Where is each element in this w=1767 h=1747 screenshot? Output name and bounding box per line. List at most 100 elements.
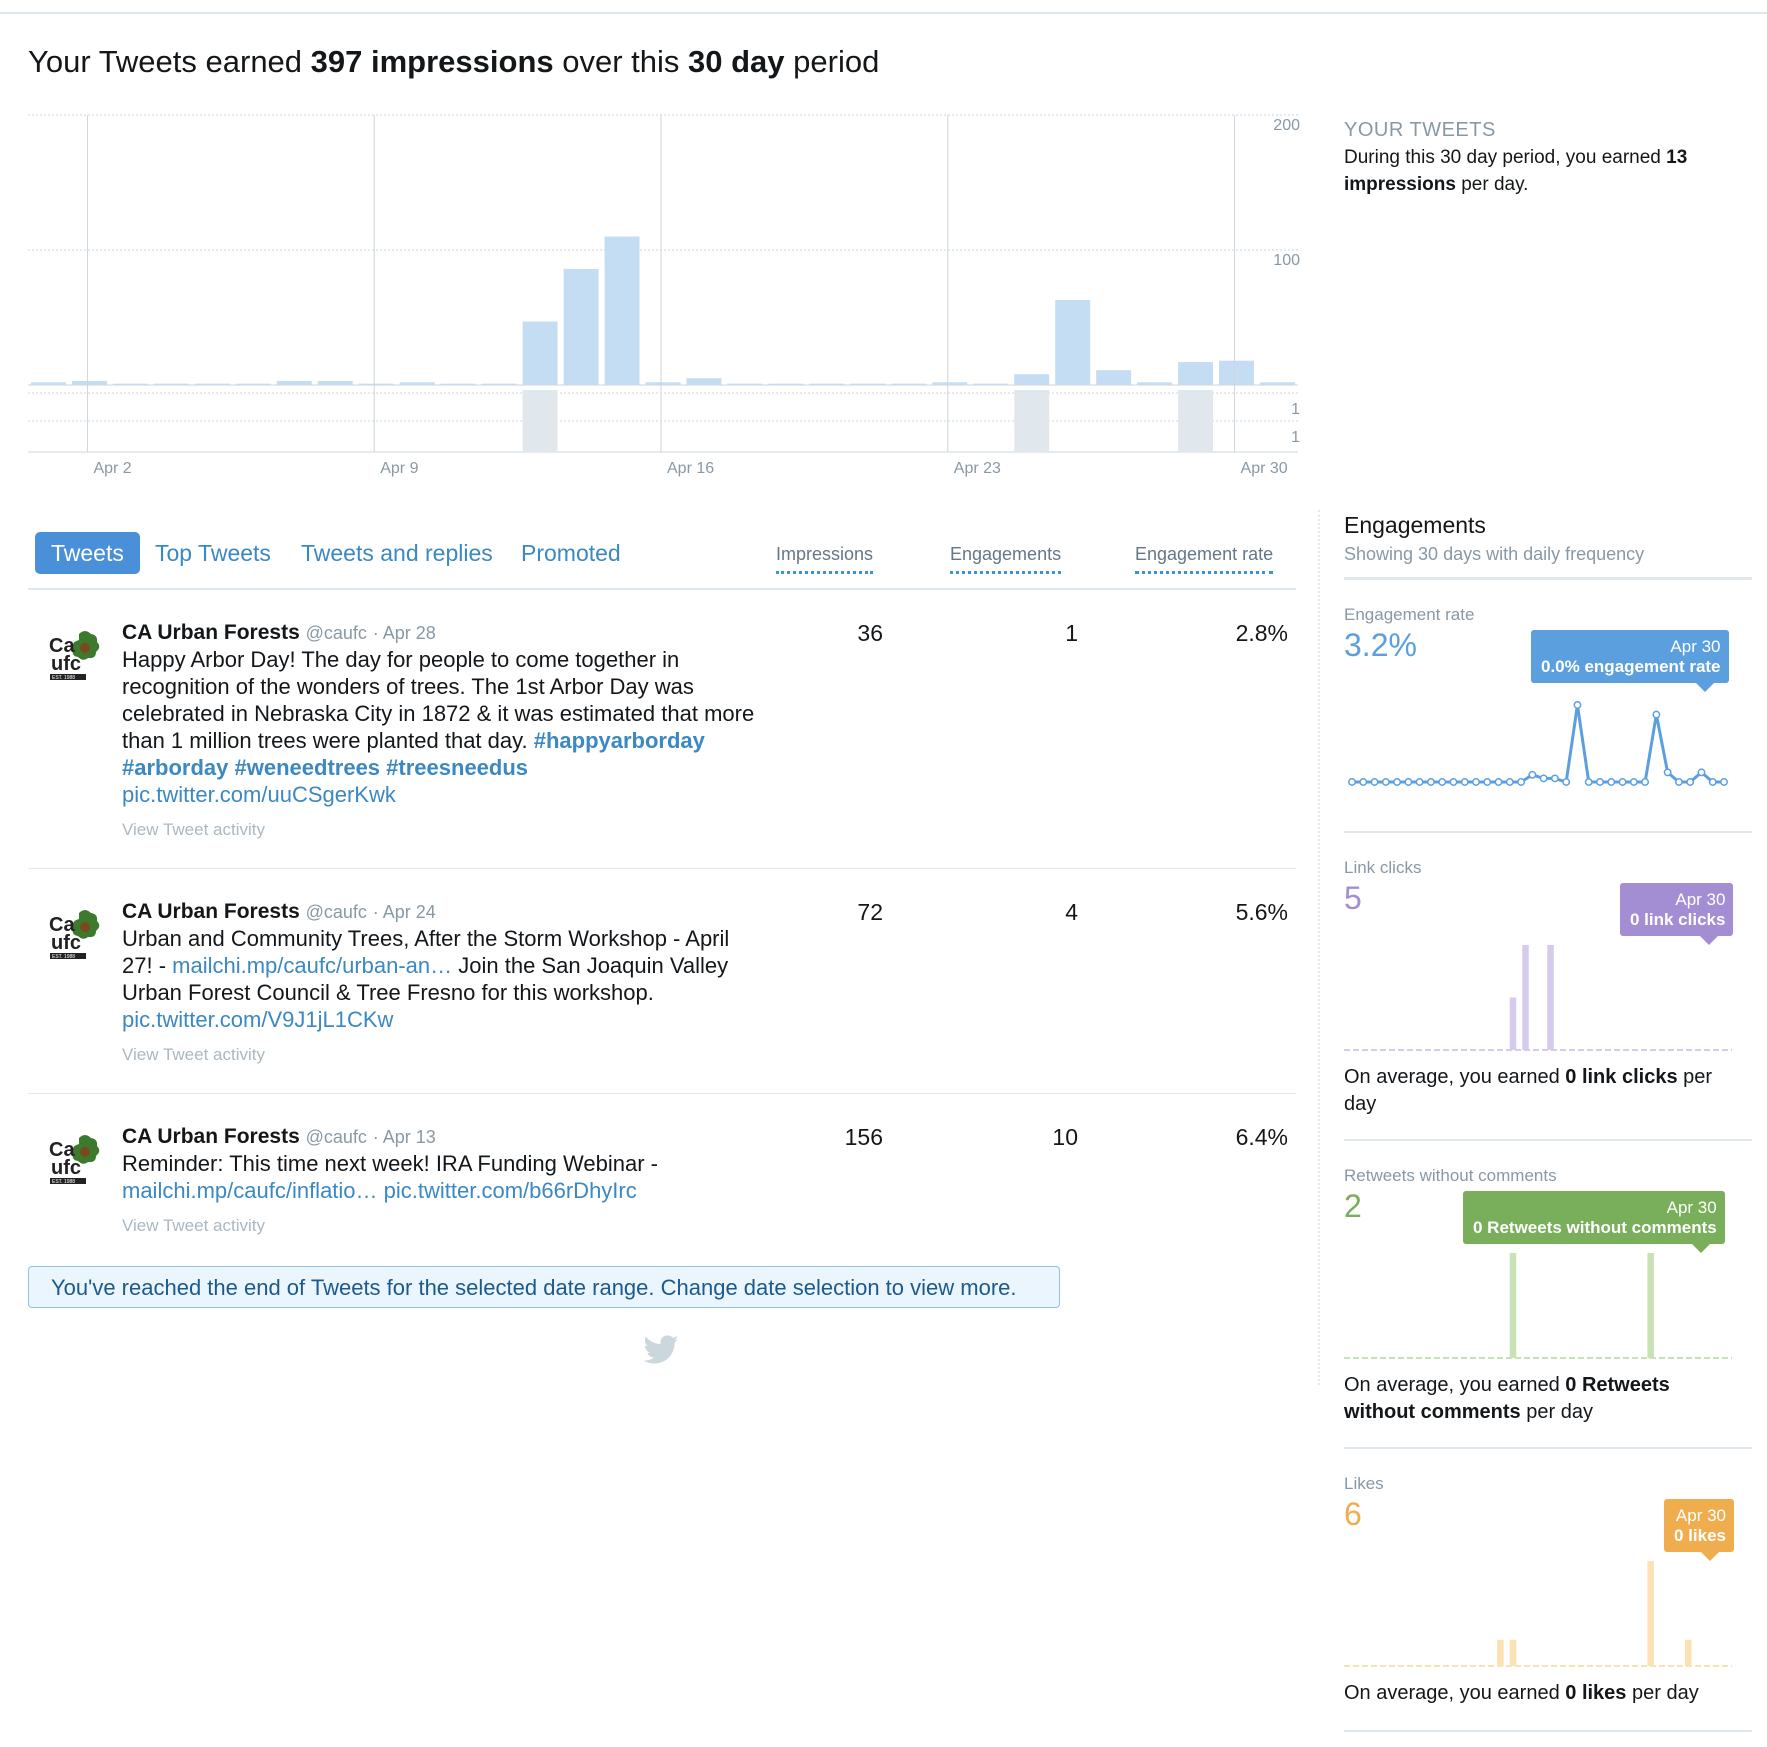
engagements-bar xyxy=(563,451,599,452)
author-name[interactable]: CA Urban Forests xyxy=(122,1125,300,1148)
caufc-avatar[interactable]: Ca ufc EST. 1988 xyxy=(47,1132,101,1186)
impressions-bar xyxy=(809,383,845,385)
impressions-bar xyxy=(1096,370,1132,385)
author-name[interactable]: CA Urban Forests xyxy=(122,900,300,923)
impressions-bar xyxy=(932,382,968,385)
media-link[interactable]: pic.twitter.com/V9J1jL1CKw xyxy=(122,1007,394,1032)
end-of-tweets-notice: You've reached the end of Tweets for the… xyxy=(28,1266,1060,1308)
your-tweets-caption: YOUR TWEETS xyxy=(1344,119,1496,141)
likes-bars[interactable] xyxy=(1344,1556,1732,1668)
view-tweet-activity-link[interactable]: View Tweet activity xyxy=(122,1216,265,1235)
column-impressions[interactable]: Impressions xyxy=(776,544,874,574)
engagement-rate-point xyxy=(1483,778,1492,786)
article-link[interactable]: mailchi.mp/caufc/urban-an… xyxy=(172,953,453,978)
engagements-bar xyxy=(727,451,763,452)
caufc-avatar[interactable]: Ca ufc EST. 1988 xyxy=(47,907,101,961)
x-tick-label: Apr 23 xyxy=(954,460,1001,477)
impressions-bar xyxy=(71,380,107,385)
impressions-bar xyxy=(1260,382,1295,385)
tweet-date[interactable]: · Apr 24 xyxy=(372,902,436,922)
lower-tick-label: 1 xyxy=(1291,401,1300,418)
engagements-bar xyxy=(1260,451,1295,452)
avatar-ca-text: Ca xyxy=(49,635,75,657)
engagement-rate-label: Engagement rate xyxy=(1344,605,1475,624)
engagement-rate-point xyxy=(1348,778,1356,786)
view-tweet-activity-link[interactable]: View Tweet activity xyxy=(122,1045,265,1064)
engagement-rate-point xyxy=(1426,778,1435,786)
impressions-bar xyxy=(522,321,558,385)
engagements-bar xyxy=(850,451,886,452)
author-handle[interactable]: @caufc xyxy=(305,1127,367,1147)
tab-promoted[interactable]: Promoted xyxy=(521,540,621,566)
likes-tooltip: Apr 30 0 likes xyxy=(1664,1499,1734,1561)
lower-tick-label: 1 xyxy=(1291,429,1300,446)
engagement-rate-point xyxy=(1370,778,1379,786)
hashtag[interactable]: #treesneedus xyxy=(386,755,529,780)
impressions-bar xyxy=(604,236,640,385)
author-handle[interactable]: @caufc xyxy=(305,902,367,922)
engagement-rate-point xyxy=(1528,770,1537,779)
impressions-bar xyxy=(891,383,927,385)
article-link[interactable]: mailchi.mp/caufc/inflatio… xyxy=(122,1178,378,1203)
engagement-rate-point xyxy=(1460,778,1469,786)
hashtag[interactable]: #weneedtrees xyxy=(234,755,381,780)
impressions-bar xyxy=(727,383,763,385)
tweet-date[interactable]: · Apr 28 xyxy=(372,623,436,643)
hashtag[interactable]: #arborday xyxy=(122,755,229,780)
row-divider xyxy=(28,868,1296,869)
tweet-date[interactable]: · Apr 13 xyxy=(372,1127,436,1147)
engagements-value: 4 xyxy=(1065,899,1078,925)
impressions-value: 72 xyxy=(857,899,883,925)
impressions-bar xyxy=(1178,362,1214,385)
top-divider xyxy=(0,12,1767,14)
retweets-bars[interactable] xyxy=(1344,1248,1732,1360)
engagements-value: 10 xyxy=(1052,1124,1078,1150)
engagement-rate-value: 2.8% xyxy=(1235,620,1288,646)
author-name[interactable]: CA Urban Forests xyxy=(122,621,300,644)
impressions-bar xyxy=(1055,299,1091,385)
engagement-rate-sparkline[interactable] xyxy=(1344,690,1732,800)
column-engagement-rate[interactable]: Engagement rate xyxy=(1135,544,1274,574)
engagement-rate-point xyxy=(1505,778,1514,786)
engagements-subtitle: Showing 30 days with daily frequency xyxy=(1344,544,1645,564)
hashtag[interactable]: #happyarborday xyxy=(533,728,705,753)
engagement-rate-point xyxy=(1663,768,1672,777)
link-clicks-bars[interactable] xyxy=(1344,940,1732,1052)
metric-bar xyxy=(1547,945,1554,1050)
metric-bar xyxy=(1509,997,1517,1050)
tab-tweets-and-replies[interactable]: Tweets and replies xyxy=(301,540,493,566)
view-tweet-activity-link[interactable]: View Tweet activity xyxy=(122,820,265,839)
link-clicks-tooltip: Apr 30 0 link clicks xyxy=(1620,883,1734,945)
engagement-rate-point xyxy=(1573,701,1582,709)
metric-bar xyxy=(1497,1639,1504,1666)
metric-divider xyxy=(1344,1447,1752,1449)
metric-bar xyxy=(1509,1253,1517,1358)
tab-top-tweets[interactable]: Top Tweets xyxy=(155,540,271,566)
avatar-est-text: EST. 1988 xyxy=(52,954,75,960)
impressions-chart[interactable]: 200 100 1 1 Apr 2 Apr 9 Apr 16 Apr 23 Apr 30 xyxy=(0,0,1310,490)
engagements-value: 1 xyxy=(1065,620,1078,646)
media-link[interactable]: pic.twitter.com/uuCSgerKwk xyxy=(122,782,396,807)
media-link[interactable]: pic.twitter.com/b66rDhyIrc xyxy=(383,1178,637,1203)
your-tweets-summary: YOUR TWEETS During this 30 day period, y… xyxy=(1344,117,1744,198)
engagement-rate-point xyxy=(1550,774,1559,783)
engagements-bar xyxy=(809,451,845,452)
engagement-rate-point xyxy=(1720,778,1728,786)
engagement-rate-point xyxy=(1584,778,1593,786)
column-engagements[interactable]: Engagements xyxy=(950,544,1062,574)
metric-divider xyxy=(1344,1730,1752,1732)
engagement-rate-point xyxy=(1404,778,1413,786)
impressions-bar xyxy=(1137,382,1173,385)
author-handle[interactable]: @caufc xyxy=(305,623,367,643)
tweet-body: CA Urban Forests @caufc · Apr 13 Reminde… xyxy=(122,1124,762,1239)
tweet-text: Join the San Joaquin Valley Urban Forest… xyxy=(122,953,729,1005)
engagements-bar xyxy=(276,451,312,452)
tab-tweets[interactable]: Tweets xyxy=(35,532,140,574)
retweets-total: 2 xyxy=(1344,1188,1362,1224)
caufc-avatar[interactable]: Ca ufc EST. 1988 xyxy=(47,628,101,682)
engagements-bar xyxy=(1137,451,1173,452)
likes-average: On average, you earned 0 likes per day xyxy=(1344,1682,1699,1704)
impressions-bar xyxy=(399,382,435,385)
tweet-text: Urban and Community Trees, After the Sto… xyxy=(122,926,730,978)
engagement-rate-point xyxy=(1618,778,1627,786)
